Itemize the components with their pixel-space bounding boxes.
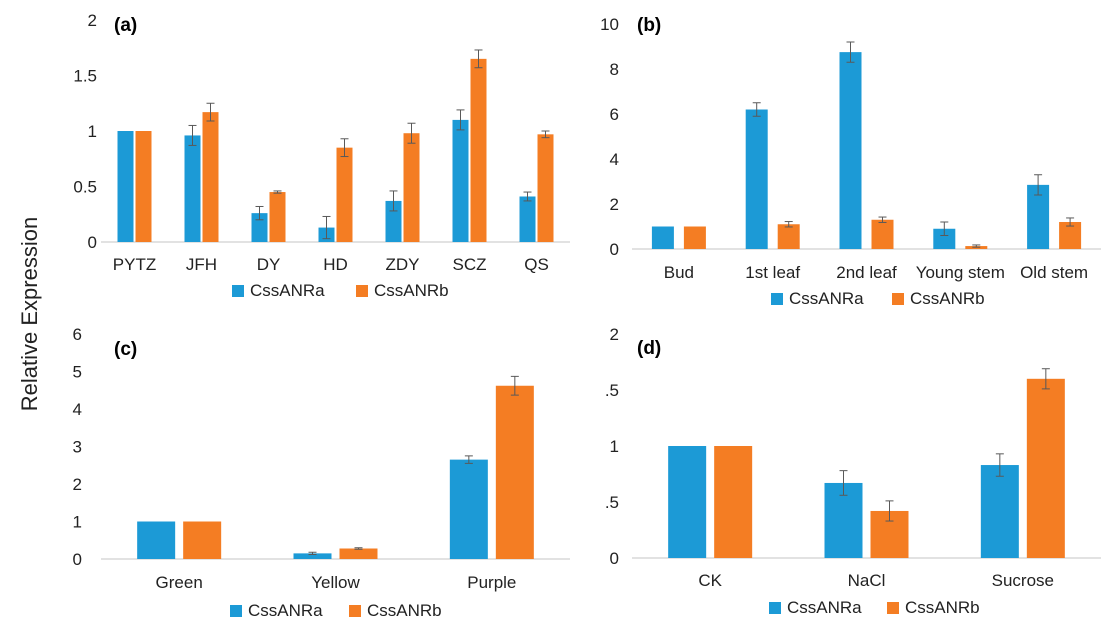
legend-swatch-cssanrb: [887, 602, 899, 614]
legend-swatch-cssanrb: [892, 293, 904, 305]
x-tick-label: Purple: [467, 573, 516, 592]
legend-label-cssanra: CssANRa: [787, 598, 862, 617]
x-tick-label: DY: [257, 255, 281, 274]
bar-cssanra-young-stem: [933, 228, 956, 249]
bar-cssanrb-zdy: [403, 133, 420, 242]
x-tick-label: QS: [524, 255, 549, 274]
panel-label: (a): [114, 15, 137, 36]
y-tick-label: 0: [88, 233, 97, 252]
bar-cssanra-yellow: [293, 553, 332, 559]
bar-cssanrb-hd: [336, 147, 353, 242]
legend-swatch-cssanrb: [349, 605, 361, 617]
bar-cssanrb-2nd-leaf: [871, 219, 894, 249]
bar-cssanra-pytz: [117, 131, 134, 242]
x-tick-label: Yellow: [311, 573, 360, 592]
y-tick-label: 4: [610, 150, 619, 169]
bar-cssanra-qs: [519, 196, 536, 242]
bar-cssanra-dy: [251, 213, 268, 242]
y-tick-label: 5: [73, 363, 82, 382]
y-tick-label: .5: [605, 493, 619, 512]
y-tick-label: 2: [73, 475, 82, 494]
bar-cssanra-scz: [452, 119, 469, 242]
y-tick-label: 0.5: [73, 178, 97, 197]
x-tick-label: JFH: [186, 255, 217, 274]
y-tick-label: .5: [605, 381, 619, 400]
panel-label: (c): [114, 339, 137, 360]
y-tick-label: 6: [610, 105, 619, 124]
y-tick-label: 3: [73, 438, 82, 457]
x-tick-label: Bud: [664, 263, 694, 282]
legend-label-cssanrb: CssANRb: [910, 289, 985, 308]
y-tick-label: 0: [610, 240, 619, 259]
legend-swatch-cssanra: [771, 293, 783, 305]
bar-cssanrb-jfh: [202, 112, 219, 242]
bar-cssanrb-dy: [269, 192, 286, 242]
legend-swatch-cssanra: [769, 602, 781, 614]
bar-cssanrb-purple: [495, 385, 534, 559]
legend-swatch-cssanra: [232, 285, 244, 297]
bar-cssanra-1st-leaf: [745, 109, 768, 249]
x-tick-label: Old stem: [1020, 263, 1088, 282]
chart-panel-1: (a) 0 0.5 1 1.5 2 PYTZ JFH DY HD ZDY SCZ QS CssANRa Cs…: [73, 11, 570, 300]
bar-cssanrb-qs: [537, 134, 554, 242]
bar-cssanra-sucrose: [980, 465, 1019, 558]
bar-cssanrb-sucrose: [1026, 378, 1065, 558]
chart-panel-2: (b) 0 2 4 6 8 10 Bud 1st leaf 2nd leaf Young stem O…: [600, 15, 1101, 308]
panel-label: (d): [637, 338, 661, 359]
bar-cssanrb-yellow: [339, 548, 378, 559]
chart-panel-4: (d) 0 .5 1 .5 2 CK NaCl Sucrose CssANRa CssANRb: [605, 325, 1101, 617]
x-tick-label: ZDY: [386, 255, 420, 274]
bar-cssanra-old-stem: [1027, 184, 1050, 249]
y-tick-label: 10: [600, 15, 619, 34]
x-tick-label: CK: [698, 571, 722, 590]
legend-label-cssanrb: CssANRb: [905, 598, 980, 617]
bar-cssanrb-old-stem: [1059, 222, 1082, 249]
legend-swatch-cssanra: [230, 605, 242, 617]
y-tick-label: 2: [610, 195, 619, 214]
bar-cssanra-purple: [449, 459, 488, 559]
y-tick-label: 8: [610, 60, 619, 79]
bar-cssanra-2nd-leaf: [839, 52, 862, 249]
x-tick-label: HD: [323, 255, 348, 274]
bar-cssanra-jfh: [184, 135, 201, 242]
y-tick-label: 0: [73, 550, 82, 569]
y-tick-label: 2: [610, 325, 619, 344]
y-tick-label: 6: [73, 325, 82, 344]
x-tick-label: Green: [156, 573, 203, 592]
legend-label-cssanrb: CssANRb: [367, 601, 442, 620]
legend-swatch-cssanrb: [356, 285, 368, 297]
legend-label-cssanrb: CssANRb: [374, 281, 449, 300]
bar-cssanrb-green: [183, 521, 222, 559]
bar-cssanrb-scz: [470, 58, 487, 242]
panel-label: (b): [637, 15, 661, 36]
y-tick-label: 1: [73, 513, 82, 532]
bar-cssanra-bud: [651, 226, 674, 249]
legend-label-cssanra: CssANRa: [248, 601, 323, 620]
bar-cssanrb-pytz: [135, 131, 152, 242]
bar-cssanra-ck: [668, 446, 707, 558]
x-tick-label: PYTZ: [113, 255, 156, 274]
bar-cssanrb-1st-leaf: [777, 224, 800, 249]
y-tick-label: 4: [73, 400, 82, 419]
x-tick-label: Sucrose: [992, 571, 1054, 590]
x-tick-label: NaCl: [848, 571, 886, 590]
chart-panel-3: (c) 0 1 2 3 4 5 6 Green Yellow Purple CssANRa CssANR…: [73, 325, 570, 620]
bar-cssanra-green: [137, 521, 176, 559]
legend-label-cssanra: CssANRa: [250, 281, 325, 300]
x-tick-label: 1st leaf: [745, 263, 800, 282]
y-tick-label: 1.5: [73, 67, 97, 86]
bar-cssanrb-bud: [683, 226, 706, 249]
y-tick-label: 1: [610, 437, 619, 456]
legend-label-cssanra: CssANRa: [789, 289, 864, 308]
y-tick-label: 1: [88, 122, 97, 141]
bar-cssanrb-ck: [714, 446, 753, 558]
y-tick-label: 2: [88, 11, 97, 30]
x-tick-label: 2nd leaf: [836, 263, 897, 282]
x-tick-label: Young stem: [916, 263, 1005, 282]
y-tick-label: 0: [610, 549, 619, 568]
x-tick-label: SCZ: [453, 255, 487, 274]
